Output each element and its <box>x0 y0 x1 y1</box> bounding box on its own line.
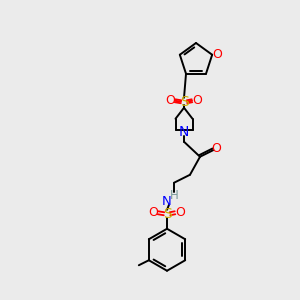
Text: O: O <box>212 48 222 61</box>
Text: N: N <box>162 195 172 208</box>
Text: O: O <box>211 142 221 155</box>
Text: O: O <box>148 206 158 219</box>
Text: N: N <box>179 125 189 139</box>
Text: H: H <box>169 189 178 202</box>
Text: O: O <box>192 94 202 107</box>
Text: O: O <box>165 94 175 107</box>
Text: S: S <box>180 95 188 109</box>
Text: S: S <box>163 207 171 221</box>
Text: O: O <box>175 206 185 219</box>
